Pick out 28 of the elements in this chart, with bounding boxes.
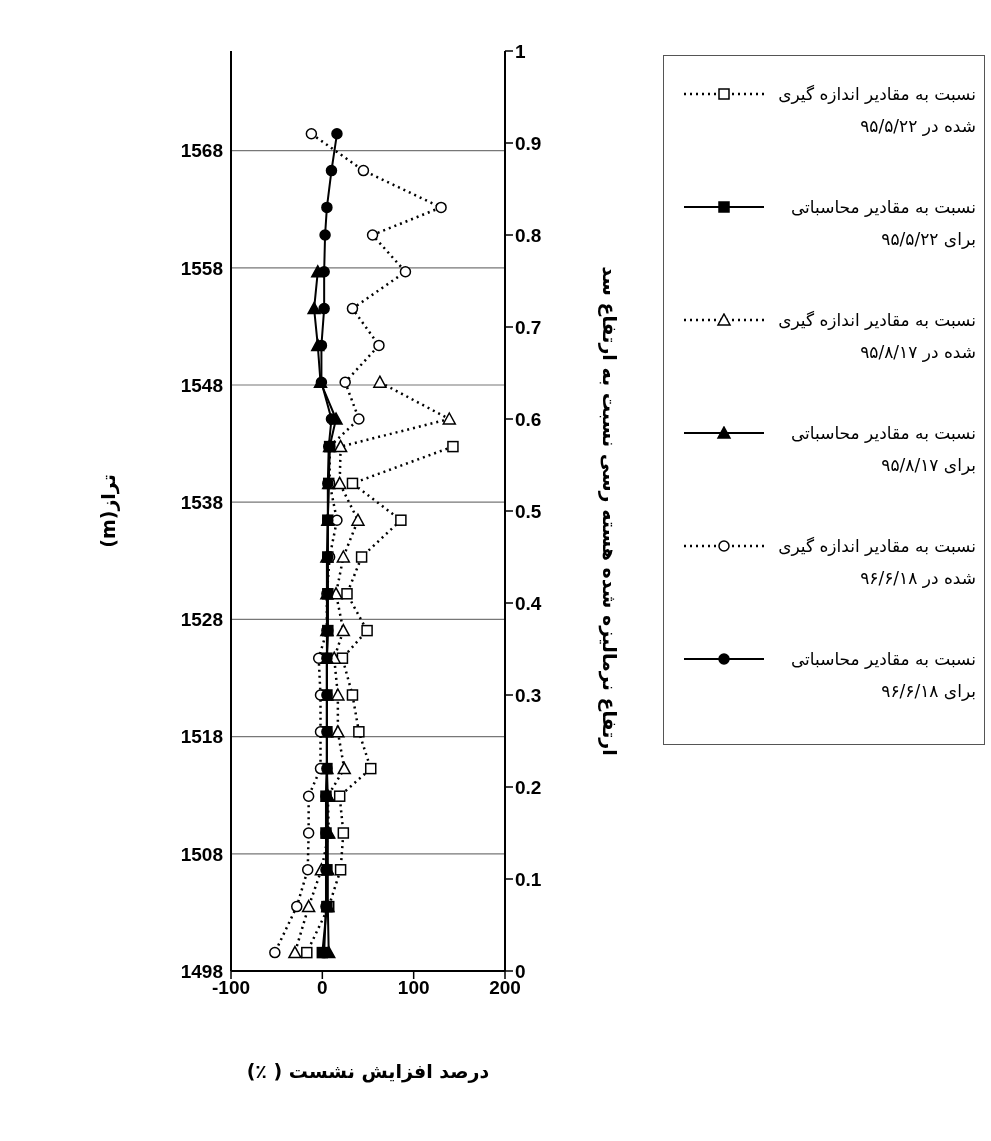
y2-tick-label: 0.6 <box>515 408 542 430</box>
y-tick-label: 1528 <box>180 609 223 631</box>
x-axis-title: درصد افزایش نشست ( ٪) <box>245 1060 491 1082</box>
y2-tick-label: 1 <box>515 40 526 62</box>
y-tick-label: 1568 <box>180 140 223 162</box>
y-tick-label: 1508 <box>180 843 223 865</box>
y2-tick-label: 0.2 <box>515 776 542 798</box>
legend-label: نسبت به مقادیر اندازه گیری شده در ۹۵/۸/۱۷ <box>777 309 976 364</box>
y-tick-label: 1558 <box>180 257 223 279</box>
legend-label: نسبت به مقادیر اندازه گیری شده در ۹۵/۵/۲۲ <box>777 83 976 138</box>
y2-tick-label: 0.8 <box>515 224 542 246</box>
y-tick-label: 1518 <box>180 726 223 748</box>
x-tick-label: 0 <box>317 977 328 999</box>
legend-label: نسبت به مقادیر محاسباتی برای ۹۶/۶/۱۸ <box>789 648 976 703</box>
y2-tick-label: 0.7 <box>515 316 542 338</box>
y2-tick-label: 0.9 <box>515 132 542 154</box>
y2-tick-label: 0.4 <box>515 592 542 614</box>
x-tick-label: 100 <box>397 977 430 999</box>
y2-axis-title: ارتفاع نرمالیزه شده هسته رسی نسبت به ارتفاع سد <box>597 265 621 758</box>
y-tick-label: 1548 <box>180 374 223 396</box>
y2-tick-label: 0.1 <box>515 868 542 890</box>
legend-label: نسبت به مقادیر محاسباتی برای ۹۵/۵/۲۲ <box>789 196 976 251</box>
legend-label: نسبت به مقادیر محاسباتی برای ۹۵/۸/۱۷ <box>789 422 976 477</box>
legend-label: نسبت به مقادیر اندازه گیری شده در ۹۶/۶/۱۸ <box>777 535 976 590</box>
y2-tick-label: 0.5 <box>515 500 542 522</box>
y-tick-label: 1538 <box>180 491 223 513</box>
y-axis-title: تراز(m) <box>97 473 121 550</box>
y2-tick-label: 0.3 <box>515 684 542 706</box>
